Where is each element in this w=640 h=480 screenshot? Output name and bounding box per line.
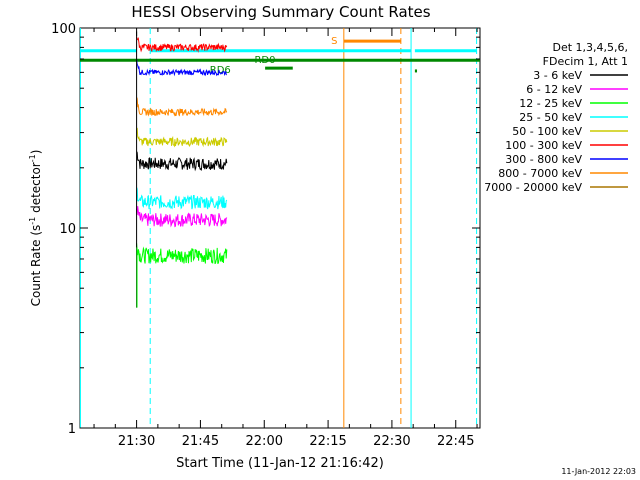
y-tick-label: 10 [59, 222, 76, 237]
chart-title: HESSI Observing Summary Count Rates [131, 3, 430, 21]
y-axis-label-mid: detector [29, 162, 43, 217]
legend-entry-label: 6 - 12 keV [526, 83, 582, 96]
legend-header-line2: FDecim 1, Att 1 [543, 55, 628, 68]
legend-entry-label: 300 - 800 keV [505, 153, 582, 166]
series-trace [136, 243, 228, 265]
series-trace [136, 206, 228, 228]
x-axis-label: Start Time (11-Jan-12 21:16:42) [176, 456, 384, 471]
y-axis-label-main: Count Rate (s [29, 225, 43, 307]
y-tick-label: 100 [51, 22, 76, 37]
series-trace [136, 36, 228, 53]
x-tick-label: 22:45 [437, 434, 474, 449]
axis-layer: 1 10 100 21:30 21:45 22:00 22:15 22:30 22:45 [51, 22, 480, 449]
y-axis-label-sup2: -1 [28, 154, 37, 162]
x-tick-label: 21:45 [182, 434, 219, 449]
legend-entry-label: 25 - 50 keV [519, 111, 582, 124]
x-tick-label: 21:30 [118, 434, 155, 449]
series-trace [136, 187, 228, 210]
legend-entry-label: 3 - 6 keV [533, 69, 582, 82]
y-axis-label-sup1: -1 [28, 217, 37, 225]
legend-header-line1: Det 1,3,4,5,6, [552, 41, 628, 54]
legend-entry-label: 50 - 100 keV [512, 125, 582, 138]
legend-entry-label: 12 - 25 keV [519, 97, 582, 110]
x-tick-label: 22:30 [373, 434, 410, 449]
series-trace [136, 97, 228, 117]
legend-entry-label: 7000 - 20000 keV [484, 181, 582, 194]
legend-entry-label: 800 - 7000 keV [498, 167, 582, 180]
data-layer: RD0 RD6 S [80, 31, 480, 308]
x-tick-label: 22:15 [309, 434, 346, 449]
x-tick-label: 22:00 [246, 434, 283, 449]
y-tick-label: 1 [68, 422, 76, 437]
rd0-label: RD0 [254, 55, 275, 66]
plot-frame [79, 27, 481, 429]
series-trace [136, 59, 227, 77]
y-axis-label-end: ) [29, 150, 43, 155]
legend-entry-label: 100 - 300 keV [505, 139, 582, 152]
s-label: S [331, 36, 337, 47]
footer-date: 11-Jan-2012 22:03 [561, 467, 636, 476]
grid-layer [79, 28, 478, 428]
series-trace [136, 127, 228, 148]
series-trace [136, 151, 228, 172]
rd6-label: RD6 [210, 65, 231, 76]
y-axis-label: Count Rate (s-1 detector-1) [28, 150, 43, 307]
legend: Det 1,3,4,5,6, FDecim 1, Att 1 3 - 6 keV… [484, 41, 628, 194]
